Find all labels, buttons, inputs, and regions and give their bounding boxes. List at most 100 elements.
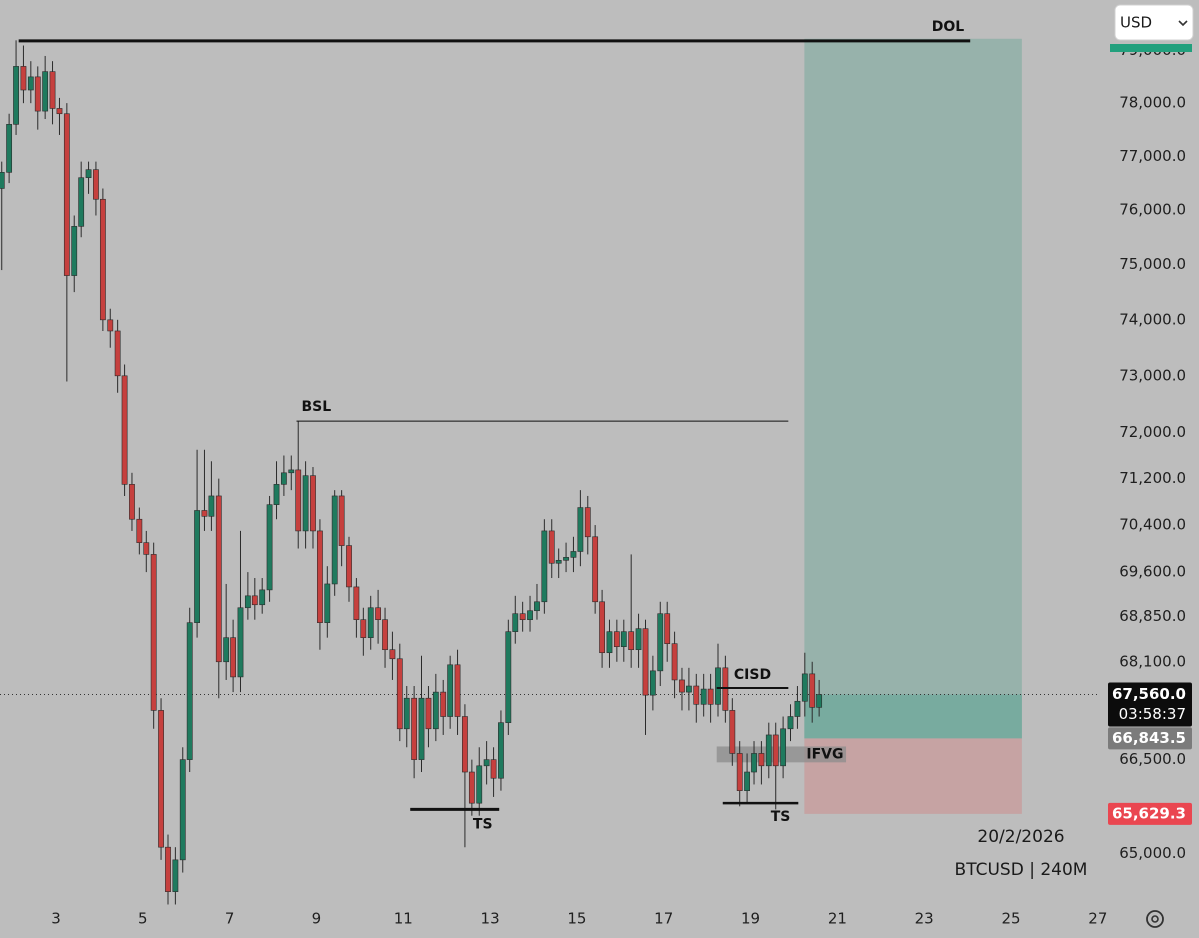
chevron[interactable] (1178, 20, 1188, 27)
candle-body (483, 759, 490, 767)
candle-body (63, 113, 70, 276)
candle-body (194, 510, 200, 623)
y-tick-label: 77,000.0 (1119, 147, 1186, 165)
candle-body (150, 554, 157, 711)
y-tick-label: 76,000.0 (1119, 201, 1186, 219)
levels: IFVG DOL BSL TS TS CISD (18, 19, 971, 832)
x-tick-label: 13 (481, 910, 500, 928)
candle-body (49, 71, 56, 109)
y-tick-label: 70,400.0 (1119, 516, 1186, 534)
candle-body (129, 484, 135, 520)
candle-body (729, 710, 736, 754)
candle-body (801, 673, 808, 702)
stop-price-label: 65,629.3 (1112, 804, 1186, 822)
y-tick-label: 68,100.0 (1119, 652, 1186, 670)
candle-body (20, 66, 27, 91)
candle-body (700, 688, 707, 705)
candle-body (302, 475, 309, 532)
candle-body (780, 728, 787, 767)
x-tick-label: 17 (654, 910, 673, 928)
candle-body (85, 169, 92, 179)
symbol-label: BTCUSD | 240M (955, 860, 1088, 880)
candle-body (208, 495, 215, 517)
entry-price-tag (1108, 727, 1192, 750)
currency-label[interactable]: USD (1120, 14, 1152, 32)
currency-dropdown[interactable]: USD (1114, 4, 1194, 41)
current-price-label: 67,560.0 (1112, 685, 1186, 703)
candle-body (172, 859, 179, 892)
candle-body (418, 697, 425, 760)
y-tick-label: 68,850.0 (1119, 607, 1186, 625)
level-label: DOL (932, 19, 965, 35)
candle-body (577, 507, 584, 552)
gear-icon[interactable] (1146, 910, 1164, 928)
y-tick-label: 69,600.0 (1119, 563, 1186, 581)
settings-button[interactable] (1146, 910, 1164, 928)
x-tick-label: 23 (915, 910, 934, 928)
candle-body (772, 734, 779, 767)
drawings (0, 38, 1100, 814)
x-tick-label: 3 (51, 910, 61, 928)
candle-body (244, 595, 251, 609)
candle-body (649, 670, 656, 696)
level-label: CISD (734, 667, 771, 683)
y-tick-label: 66,500.0 (1119, 750, 1186, 768)
candle-body (599, 601, 605, 654)
candle-body (403, 697, 410, 730)
axes: 65,000.0 66,500.0 68,100.0 68,850.0 69,600.0… (51, 41, 1192, 928)
candle-body (165, 846, 171, 892)
candle-body (736, 753, 743, 791)
target-price-tag (1110, 44, 1192, 52)
candle-body (346, 545, 352, 588)
candle-body (288, 469, 295, 474)
level-label: TS (473, 816, 493, 832)
candle-body (223, 637, 230, 663)
candle-body (686, 685, 692, 693)
y-tick-label: 72,000.0 (1119, 423, 1186, 441)
x-tick-label: 9 (312, 910, 322, 928)
candle-body (251, 595, 258, 606)
candle-body (6, 124, 13, 173)
x-tick-label: 15 (567, 910, 586, 928)
candle-body (201, 510, 208, 517)
candle-body (454, 664, 461, 717)
level-label: BSL (301, 399, 331, 415)
y-tick-label: 65,000.0 (1119, 844, 1186, 862)
candle-body (353, 586, 360, 620)
candle-body (56, 108, 63, 115)
candles (0, 40, 823, 905)
candle-body (527, 610, 533, 620)
dropdown-box[interactable] (1114, 4, 1194, 41)
entry-price-label: 66,843.5 (1112, 729, 1186, 747)
candle-body (266, 504, 273, 591)
candle-body (468, 771, 475, 804)
candle-body (707, 688, 714, 705)
candle-body (13, 66, 19, 125)
candle-body (592, 536, 599, 603)
candle-body (476, 765, 483, 804)
candle-body (367, 607, 374, 638)
candle-body (382, 619, 388, 651)
gear-center[interactable] (1151, 915, 1159, 923)
candle-body (27, 76, 34, 91)
candle-body (620, 631, 627, 647)
target-zone (804, 38, 1022, 739)
candle-body (136, 518, 143, 543)
candle-body (158, 710, 164, 848)
candle-body (744, 771, 750, 791)
candle-body (498, 722, 504, 779)
open-profit-zone (804, 694, 1022, 739)
candle-body (440, 691, 447, 717)
candle-body (765, 734, 772, 767)
candle-body (447, 664, 454, 717)
candle-body (121, 375, 128, 485)
x-tick-label: 27 (1088, 910, 1107, 928)
x-tick-label: 5 (138, 910, 148, 928)
candle-body (78, 177, 85, 227)
stop-price-tag (1108, 802, 1192, 825)
candle-body (273, 484, 280, 505)
candle-body (563, 557, 569, 561)
candle-body (317, 530, 323, 623)
